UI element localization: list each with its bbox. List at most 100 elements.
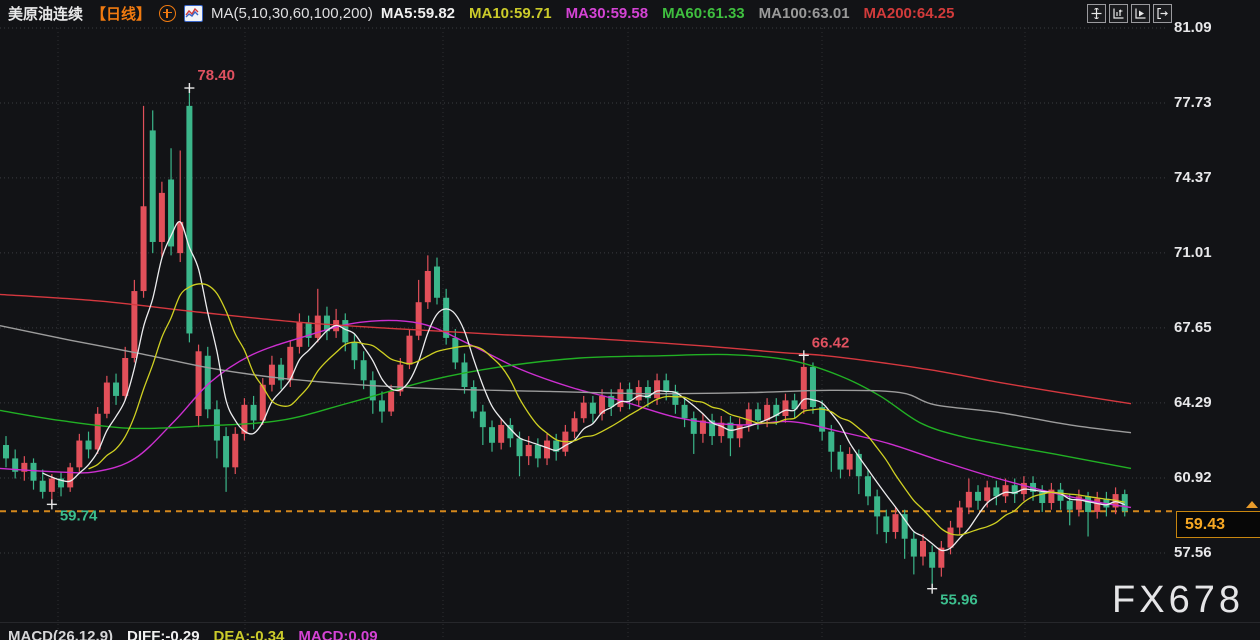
candle-body (819, 407, 826, 432)
candle-body (855, 453, 862, 477)
candle-body (800, 366, 807, 410)
macd-dea-value: DEA:-0.34 (213, 628, 285, 640)
candle-body (67, 467, 74, 488)
candle-body (892, 514, 899, 533)
candle-body (479, 411, 486, 428)
chart-reset-left-icon[interactable] (1109, 4, 1128, 23)
ma-line-ma60 (0, 353, 1132, 470)
fx678-watermark: FX678 (1112, 579, 1244, 621)
chart-toolbar (1087, 4, 1172, 23)
candle-body (168, 179, 175, 247)
candle-body (232, 433, 239, 468)
candle-body (534, 445, 541, 459)
candle-body (58, 478, 65, 488)
candle-body (314, 315, 321, 338)
candle-body (3, 445, 9, 459)
low-price-label: 59.74 (60, 507, 98, 524)
candle-body (415, 302, 422, 336)
chart-play-icon[interactable] (1131, 4, 1150, 23)
candle-body (864, 476, 871, 497)
candle-body (1094, 498, 1101, 512)
ma-line-ma10 (88, 283, 1125, 536)
candle-body (553, 440, 560, 452)
candle-body (223, 436, 230, 468)
candle-body (736, 424, 743, 439)
candle-body (663, 380, 670, 392)
ma-value-label: MA200:64.25 (863, 4, 955, 22)
candle-body (406, 335, 413, 365)
candle-body (250, 404, 257, 421)
candle-body (287, 346, 294, 381)
ma-config-label[interactable]: MA(5,10,30,60,100,200) (211, 4, 373, 22)
candle-body (608, 395, 615, 408)
candle-body (140, 206, 147, 292)
price-up-arrow-icon (1246, 501, 1258, 508)
candle-body (672, 391, 679, 405)
axis-label: 81.09 (1174, 19, 1212, 36)
candle-body (709, 420, 716, 437)
candle-body (938, 547, 945, 568)
candle-body (113, 382, 120, 396)
candle-body (544, 440, 551, 459)
candle-body (296, 322, 303, 347)
ma-value-label: MA30:59.58 (565, 4, 649, 22)
current-price-badge: 59.43 (1176, 511, 1260, 538)
add-compare-icon[interactable] (159, 4, 177, 22)
axis-label: 64.29 (1174, 393, 1212, 411)
ma-line-ma200 (0, 293, 1132, 405)
high-price-label: 78.40 (197, 67, 235, 84)
candle-body (690, 418, 697, 434)
ma-line-ma100 (0, 324, 1132, 434)
candle-body (131, 291, 138, 358)
candle-body (754, 409, 761, 421)
candle-body (351, 342, 358, 361)
axis-label: 71.01 (1174, 243, 1212, 261)
candle-body (1039, 491, 1046, 504)
candle-body (910, 538, 917, 557)
candle-body (1066, 500, 1073, 510)
candle-body (874, 496, 881, 517)
candle-body (305, 322, 312, 338)
axis-label: 60.92 (1174, 469, 1212, 487)
candle-body (699, 420, 706, 434)
candle-body (177, 221, 184, 254)
ma-value-label: MA5:59.82 (380, 4, 456, 22)
chart-exit-right-icon[interactable] (1153, 4, 1172, 23)
crosshair-pan-icon[interactable] (1087, 4, 1106, 23)
candle-body (1075, 496, 1082, 510)
candle-body (498, 424, 505, 443)
candle-body (571, 418, 578, 432)
candle-body (782, 400, 789, 417)
mini-chart-icon[interactable] (184, 4, 204, 22)
candle-body (1085, 496, 1092, 512)
ma-values-row: MA5:59.82 MA10:59.71 MA30:59.58 MA60:61.33 M… (381, 5, 955, 22)
low-price-label: 55.96 (940, 592, 978, 609)
axis-label: 67.65 (1174, 318, 1212, 336)
candle-body (360, 360, 367, 381)
high-price-label: 66.42 (812, 334, 850, 351)
candle-body (837, 451, 844, 470)
candle-body (525, 445, 532, 457)
candle-body (1011, 485, 1018, 495)
ma-line-ma5 (42, 221, 1125, 552)
macd-indicator-row: MACD(26,12,9) DIFF:-0.29 DEA:-0.34 MACD:… (8, 628, 378, 640)
candle-body (30, 462, 37, 481)
macd-config-label[interactable]: MACD(26,12,9) (8, 628, 114, 640)
ma-value-label: MA100:63.01 (758, 4, 850, 22)
candle-body (94, 413, 101, 450)
candle-body (920, 540, 926, 557)
candle-body (470, 386, 477, 412)
candle-body (589, 402, 596, 414)
candle-body (828, 431, 835, 452)
candle-body (507, 424, 514, 439)
candle-body (39, 480, 46, 492)
candle-body (323, 315, 330, 332)
candle-body (149, 130, 156, 242)
candle-body (388, 391, 395, 412)
candle-body (883, 516, 890, 533)
axis-label: 57.56 (1174, 544, 1212, 561)
candle-body (1002, 485, 1009, 497)
macd-diff-value: DIFF:-0.29 (127, 628, 200, 640)
